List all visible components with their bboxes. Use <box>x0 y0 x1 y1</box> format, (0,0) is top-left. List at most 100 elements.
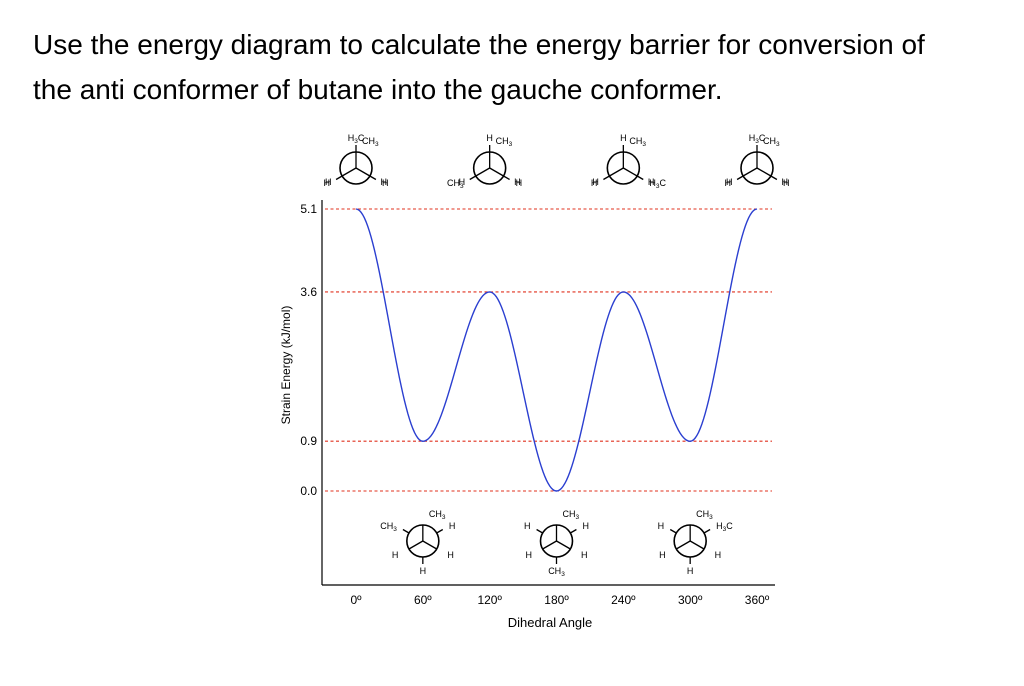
substituent-label: H <box>659 550 666 560</box>
substituent-label: H <box>392 550 399 560</box>
question-text: Use the energy diagram to calculate the … <box>33 22 1018 112</box>
substituent-label: H3C <box>716 521 733 533</box>
substituent-label: H <box>726 177 733 187</box>
bond-line <box>536 528 543 534</box>
substituent-label: H <box>525 550 532 560</box>
substituent-label: H <box>592 177 599 187</box>
substituent-label: H <box>420 566 427 576</box>
y-tick-label: 0.9 <box>300 434 317 448</box>
bond-line <box>369 175 377 181</box>
x-tick-label: 360º <box>745 593 770 607</box>
bond-line <box>469 175 477 181</box>
substituent-label: CH3 <box>496 136 513 148</box>
bond-line <box>603 175 610 181</box>
substituent-label: H3C <box>749 133 766 145</box>
y-tick-labels: 5.1 3.6 0.9 0.0 <box>300 202 317 498</box>
substituent-label: H <box>459 177 466 187</box>
substituent-label: H <box>658 521 665 531</box>
substituent-label: H <box>325 177 332 187</box>
bond-line <box>556 540 571 550</box>
bond-line <box>756 167 772 177</box>
substituent-label: H <box>449 521 456 531</box>
energy-curve <box>355 208 758 492</box>
y-axis-label: Strain Energy (kJ/mol) <box>279 306 293 425</box>
x-tick-label: 300º <box>678 593 703 607</box>
substituent-label: H <box>324 178 331 188</box>
reference-lines <box>325 208 772 492</box>
x-tick-label: 60º <box>414 593 432 607</box>
substituent-label: H <box>516 178 523 188</box>
x-tick-label: 180º <box>544 593 569 607</box>
newman-projection: CH3 H H H3C H H <box>658 509 734 576</box>
y-tick-label: 0.0 <box>300 484 317 498</box>
bond-line <box>742 167 758 177</box>
bond-line <box>689 540 705 550</box>
x-axis-label: Dihedral Angle <box>508 615 593 630</box>
substituent-label: CH3 <box>563 509 580 521</box>
x-tick-label: 240º <box>611 593 636 607</box>
bond-line <box>422 540 438 550</box>
bond-line <box>335 175 343 181</box>
bond-line <box>770 175 778 181</box>
substituent-label: H <box>648 177 655 187</box>
substituent-label: H3C <box>348 133 365 145</box>
substituent-label: CH3 <box>362 136 379 148</box>
bond-line <box>675 540 691 550</box>
axes <box>321 200 775 586</box>
substituent-label: CH3 <box>447 178 464 190</box>
x-tick-label: 0º <box>350 593 362 607</box>
substituent-label: CH3 <box>696 509 713 521</box>
substituent-label: H <box>783 178 790 188</box>
bond-line <box>436 528 444 534</box>
bond-line <box>341 167 357 177</box>
substituent-label: H <box>591 178 598 188</box>
bond-line <box>623 167 638 177</box>
bond-line <box>542 540 557 550</box>
substituent-label: H3C <box>649 178 666 190</box>
bond-line <box>636 175 644 181</box>
substituent-label: H <box>581 550 588 560</box>
bond-line <box>402 528 410 534</box>
substituent-label: CH3 <box>380 521 397 533</box>
bond-line <box>703 528 711 534</box>
bond-line <box>570 528 577 534</box>
bond-line <box>669 528 677 534</box>
question-line-1: Use the energy diagram to calculate the … <box>33 29 925 60</box>
substituent-label: CH3 <box>629 136 646 148</box>
substituent-label: H <box>524 521 531 531</box>
bond-line <box>609 167 624 177</box>
substituent-label: H <box>382 178 389 188</box>
substituent-label: H <box>381 177 388 187</box>
bond-line <box>408 540 424 550</box>
bond-line <box>736 175 744 181</box>
bond-line <box>489 167 504 177</box>
y-tick-label: 3.6 <box>300 285 317 299</box>
substituent-label: H <box>687 566 694 576</box>
substituent-label: H <box>782 177 789 187</box>
substituent-label: H <box>514 177 521 187</box>
substituent-label: H <box>725 178 732 188</box>
substituent-label: CH3 <box>429 509 446 521</box>
y-tick-label: 5.1 <box>300 202 317 216</box>
bond-line <box>503 175 510 181</box>
substituent-label: H <box>582 521 589 531</box>
substituent-label: CH3 <box>763 136 780 148</box>
substituent-label: H <box>447 550 454 560</box>
substituent-label: H <box>620 133 627 143</box>
question-line-2: the anti conformer of butane into the ga… <box>33 74 723 105</box>
bond-line <box>475 167 490 177</box>
substituent-label: CH3 <box>548 566 565 578</box>
x-tick-label: 120º <box>477 593 502 607</box>
bond-line <box>355 167 371 177</box>
x-tick-labels: 0º 60º 120º 180º 240º 300º 360º <box>350 593 769 607</box>
substituent-label: H <box>715 550 722 560</box>
substituent-label: H <box>486 133 493 143</box>
